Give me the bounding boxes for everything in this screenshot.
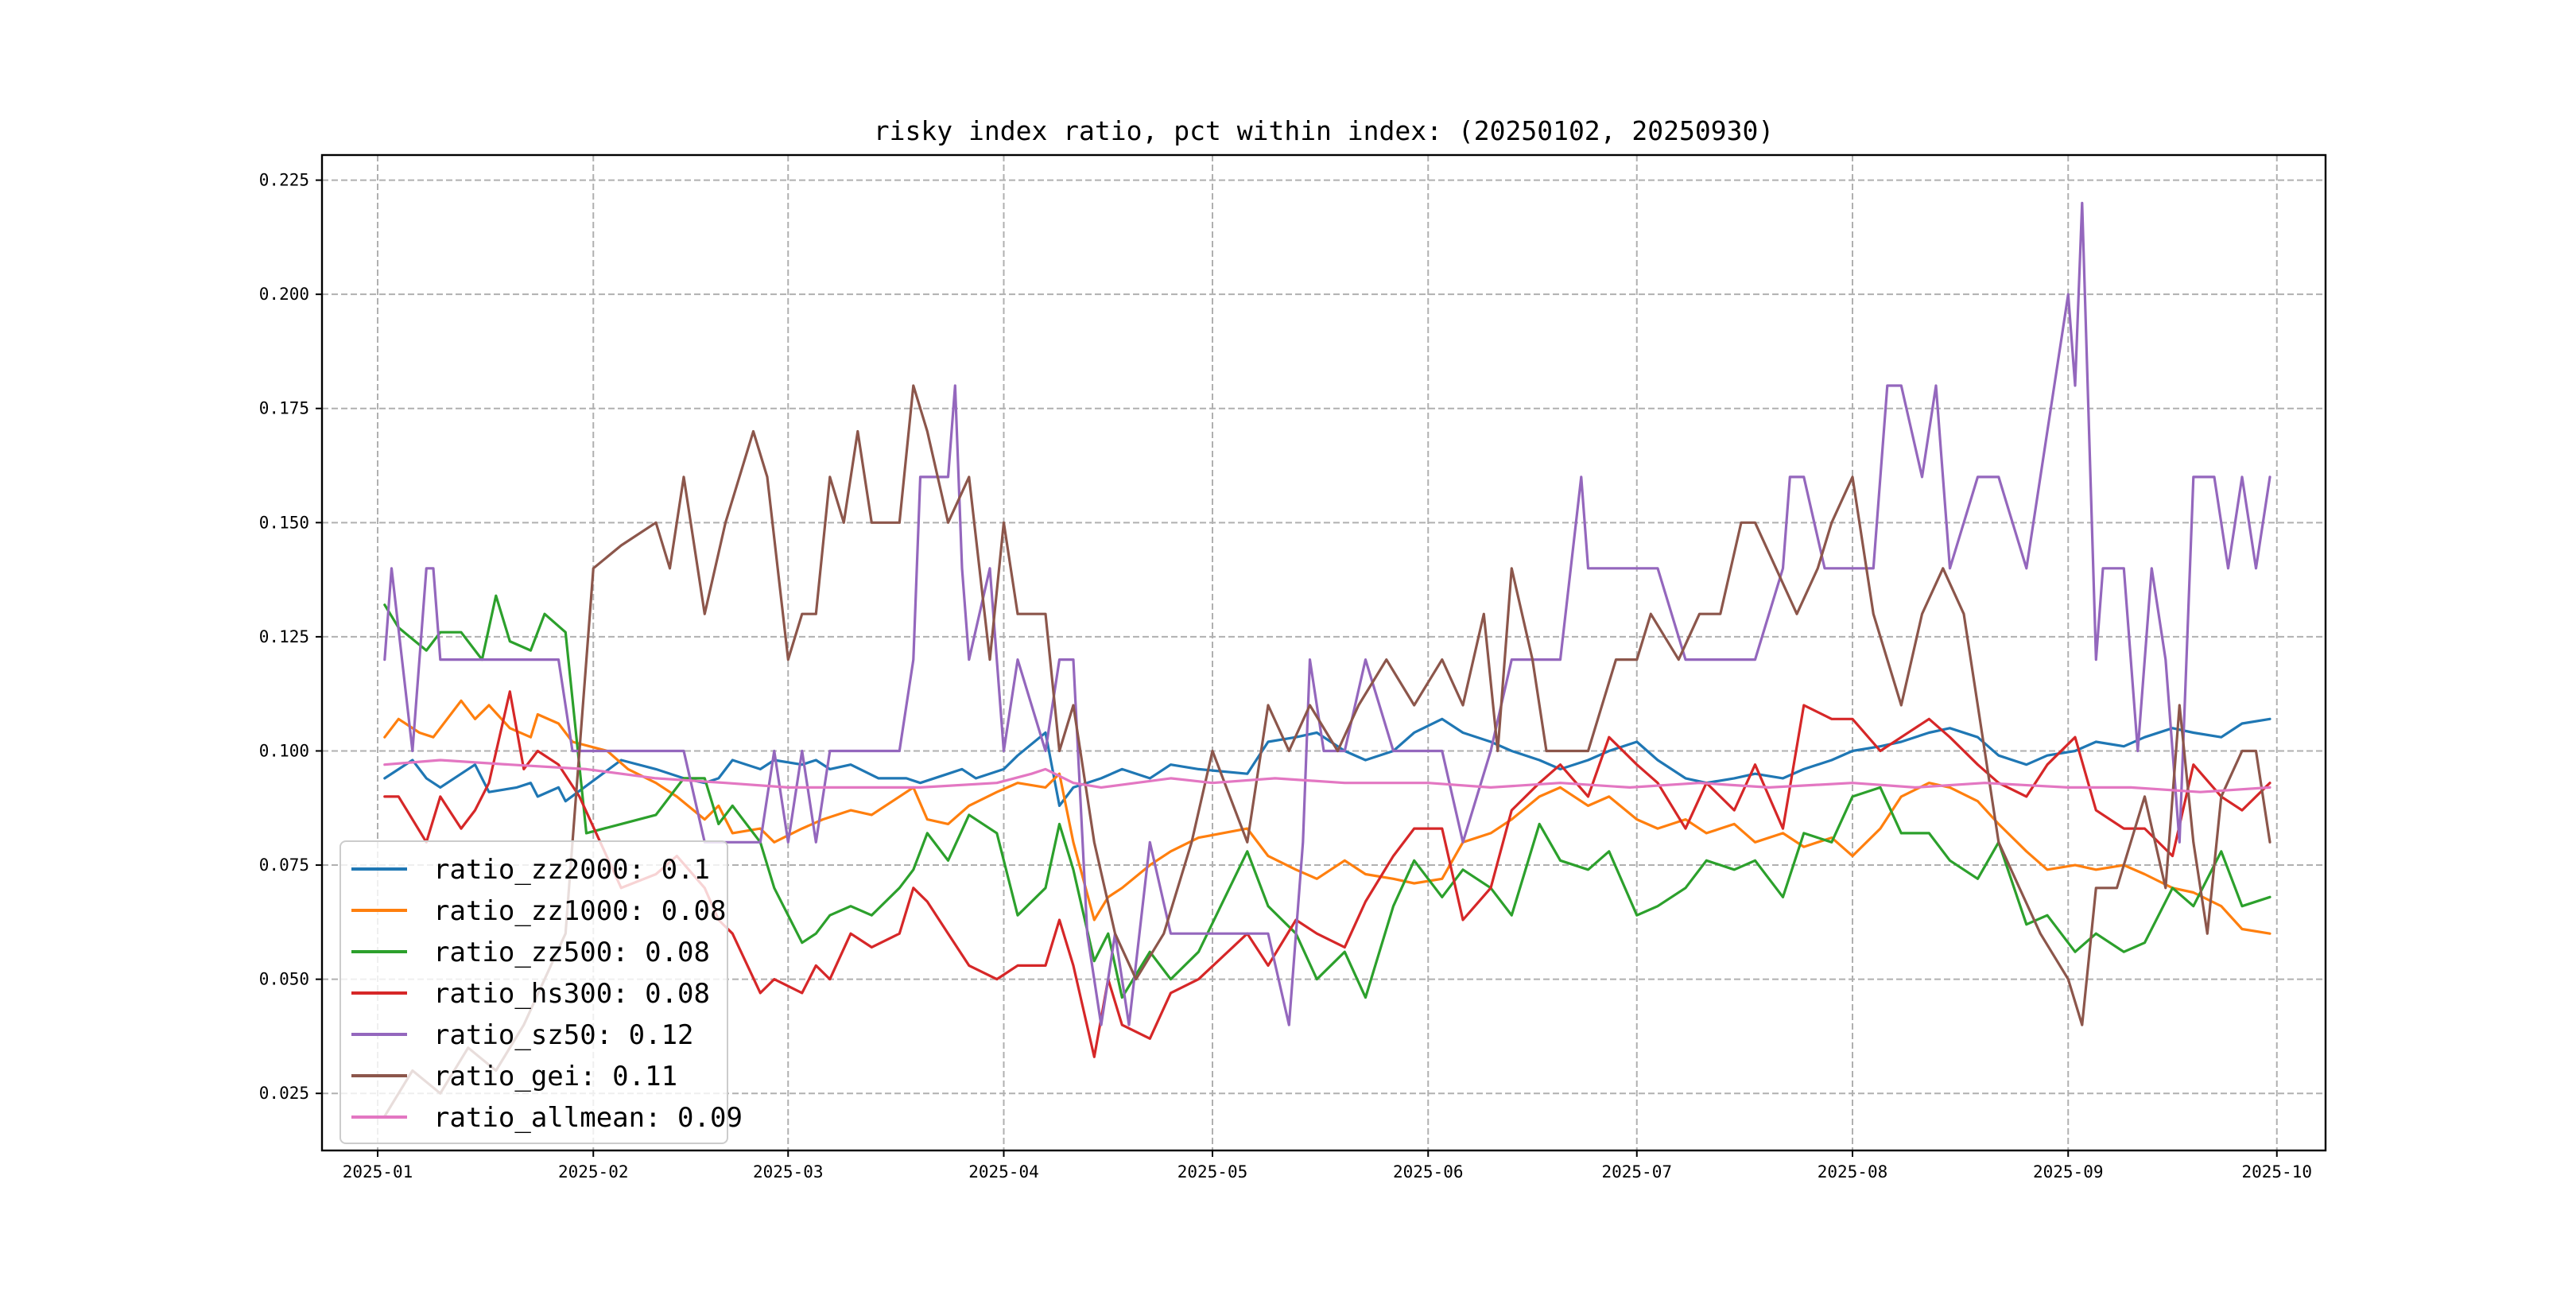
- legend-label: ratio_allmean: 0.09: [433, 1102, 743, 1134]
- x-tick-label: 2025-06: [1393, 1162, 1464, 1181]
- legend-label: ratio_hs300: 0.08: [433, 978, 710, 1010]
- x-tick-label: 2025-07: [1601, 1162, 1672, 1181]
- y-tick-label: 0.125: [259, 627, 309, 646]
- series-line-ratio-gei: [383, 384, 2271, 1118]
- series-line-ratio-zz2000: [383, 717, 2271, 807]
- series-line-ratio-allmean: [383, 759, 2271, 793]
- x-tick-label: 2025-04: [968, 1162, 1039, 1181]
- legend: ratio_zz2000: 0.1 ratio_zz1000: 0.08 ratio…: [339, 840, 743, 1144]
- x-tick-label: 2025-08: [1818, 1162, 1888, 1181]
- y-axis-ticks: 0.025 0.050 0.075 0.100 0.125 0.150 0.175 0.200…: [259, 171, 322, 1103]
- series-line-ratio-zz1000: [383, 699, 2271, 935]
- series-line-ratio-zz500: [383, 594, 2271, 999]
- x-tick-label: 2025-05: [1177, 1162, 1248, 1181]
- series-layer: [383, 201, 2271, 1118]
- y-tick-label: 0.075: [259, 856, 309, 875]
- legend-label: ratio_sz50: 0.12: [433, 1019, 694, 1051]
- x-tick-label: 2025-10: [2241, 1162, 2312, 1181]
- y-tick-label: 0.200: [259, 285, 309, 304]
- legend-box: [339, 840, 728, 1144]
- x-tick-label: 2025-02: [558, 1162, 629, 1181]
- chart-title: risky index ratio, pct within index: (20…: [874, 115, 1774, 146]
- legend-label: ratio_gei: 0.11: [433, 1061, 677, 1092]
- y-tick-label: 0.175: [259, 399, 309, 418]
- legend-label: ratio_zz2000: 0.1: [433, 854, 710, 886]
- y-tick-label: 0.150: [259, 513, 309, 532]
- x-axis-ticks: 2025-01 2025-02 2025-03 2025-04 2025-05 2025-…: [343, 1150, 2312, 1181]
- y-tick-label: 0.025: [259, 1084, 309, 1103]
- y-tick-label: 0.225: [259, 171, 309, 190]
- series-line-ratio-sz50: [383, 201, 2271, 1026]
- x-tick-label: 2025-03: [753, 1162, 824, 1181]
- legend-label: ratio_zz500: 0.08: [433, 937, 710, 968]
- plot-frame: [320, 153, 2327, 1152]
- legend-label: ratio_zz1000: 0.08: [433, 895, 726, 927]
- x-tick-label: 2025-09: [2033, 1162, 2104, 1181]
- y-tick-label: 0.100: [259, 741, 309, 760]
- y-tick-label: 0.050: [259, 970, 309, 989]
- x-tick-label: 2025-01: [343, 1162, 413, 1181]
